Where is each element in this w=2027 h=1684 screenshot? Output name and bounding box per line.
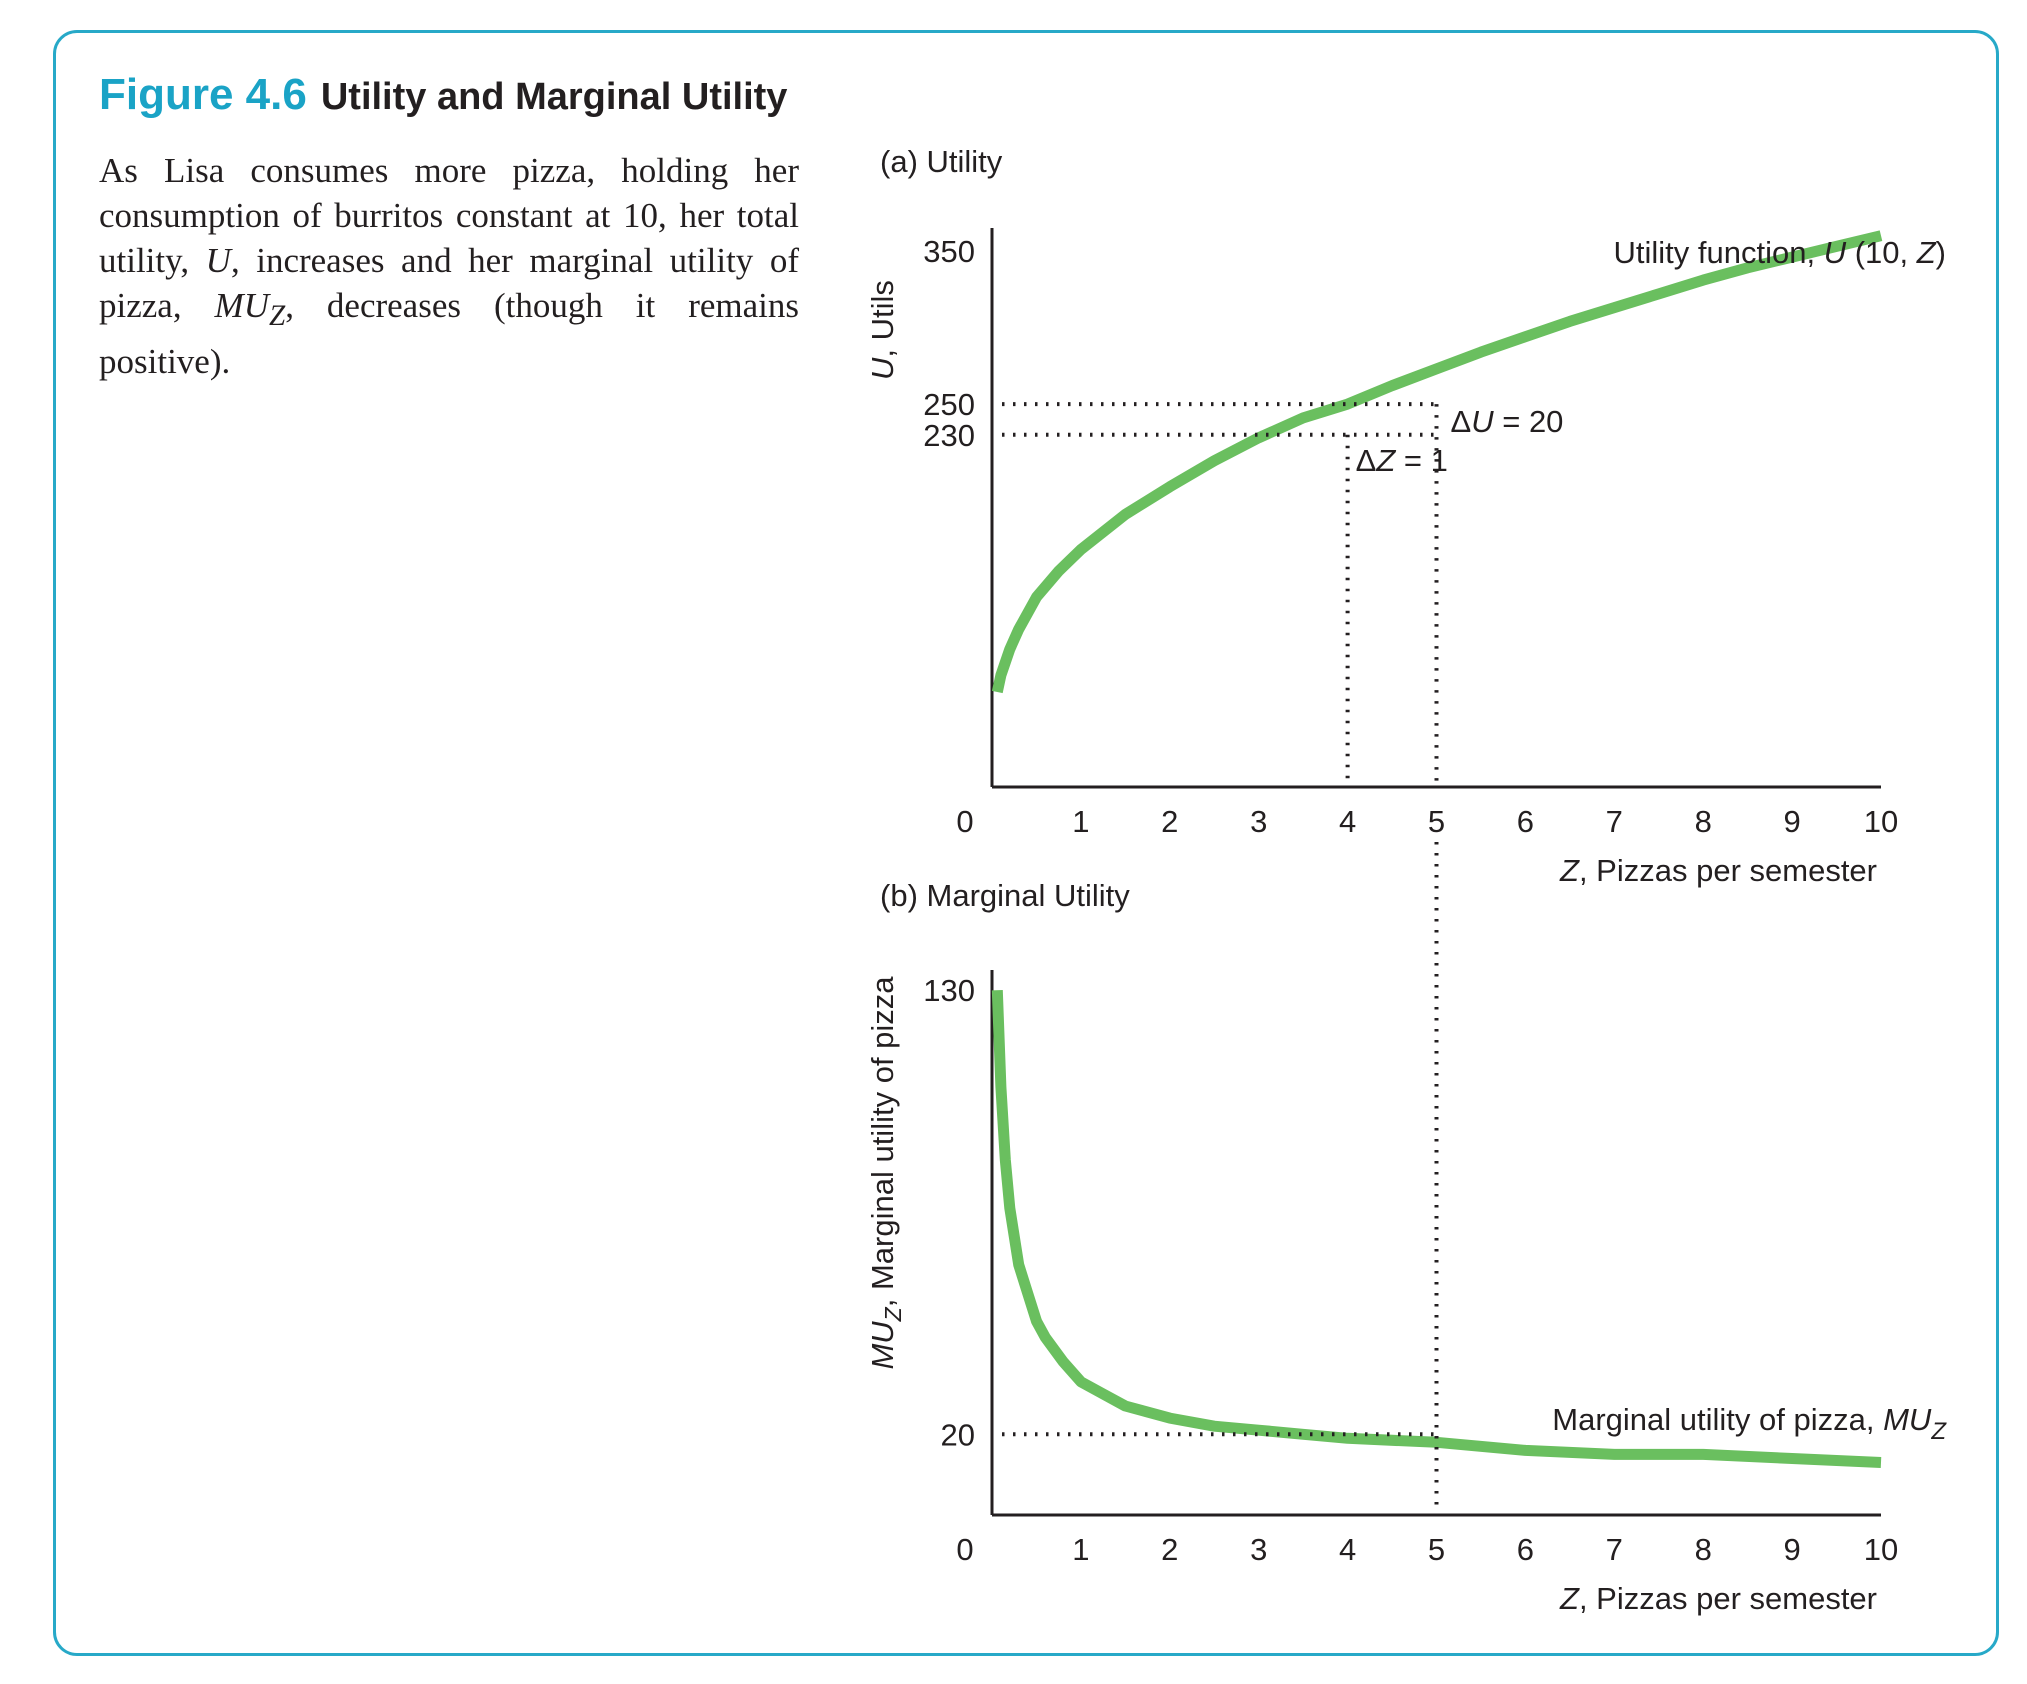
x-tick-label: 7 (1606, 1532, 1623, 1567)
y-axis-label-var: MU (865, 1321, 900, 1370)
delta-u-label: ΔU = 20 (1451, 404, 1564, 439)
caption-text: As Lisa consumes more pizza, holding her… (99, 151, 799, 280)
x-tick-label: 4 (1339, 804, 1356, 839)
y-tick-label: 350 (923, 234, 975, 269)
caption-text: , increases and her marginal utility of … (99, 241, 799, 325)
panel-label: (a) Utility (880, 144, 1003, 179)
series-label: Utility function, U (10, Z) (1613, 235, 1946, 270)
origin-label: 0 (956, 804, 973, 839)
x-tick-label: 7 (1606, 804, 1623, 839)
series-label-part: U (1824, 235, 1847, 270)
figure-number: Figure 4.6 (99, 70, 307, 119)
x-tick-label: 6 (1517, 804, 1534, 839)
y-tick-label: 130 (923, 973, 975, 1008)
delta-text: = 20 (1494, 404, 1564, 439)
series-label-part: Marginal utility of pizza, (1552, 1402, 1883, 1437)
origin-label: 0 (956, 1532, 973, 1567)
delta-z-label: ΔZ = 1 (1356, 443, 1448, 478)
figure-title: Utility and Marginal Utility (320, 76, 788, 118)
y-axis-label-text: , Utils (865, 280, 900, 358)
y-axis-label-var: U (865, 357, 900, 380)
series-label-part: MU (1883, 1402, 1932, 1437)
x-tick-label: 1 (1072, 804, 1089, 839)
caption-var-mu-subscript: Z (268, 300, 286, 332)
y-axis-label-text: , Marginal utility of pizza (865, 976, 900, 1308)
delta-var: Z (1375, 443, 1396, 478)
x-tick-label: 1 (1072, 1532, 1089, 1567)
delta-symbol: Δ (1451, 404, 1472, 439)
x-tick-label: 9 (1783, 804, 1800, 839)
figure-heading: Figure 4.6 Utility and Marginal Utility (99, 70, 787, 120)
utility-curve (991, 230, 1883, 694)
x-tick-label: 2 (1161, 1532, 1178, 1567)
x-tick-label: 5 (1428, 804, 1445, 839)
series-label-part: Utility function, (1613, 235, 1823, 270)
x-tick-label: 5 (1428, 1532, 1445, 1567)
x-axis-label-var: Z (1559, 853, 1580, 888)
y-tick-label: 20 (941, 1417, 975, 1452)
x-axis-label-var: Z (1559, 1581, 1580, 1616)
x-tick-label: 8 (1695, 804, 1712, 839)
x-tick-label: 10 (1864, 804, 1898, 839)
x-tick-label: 4 (1339, 1532, 1356, 1567)
series-label: Marginal utility of pizza, MUZ (1552, 1402, 1947, 1445)
delta-text: = 1 (1395, 443, 1448, 478)
caption-var-u: U (205, 241, 231, 280)
series-label-subscript: Z (1930, 1418, 1947, 1445)
marginal-utility-curve (991, 989, 1882, 1468)
x-tick-label: 3 (1250, 1532, 1267, 1567)
series-label-part: Z (1916, 235, 1937, 270)
y-axis-label: U, Utils (865, 280, 900, 380)
x-tick-label: 9 (1783, 1532, 1800, 1567)
x-axis-label: Z, Pizzas per semester (1559, 853, 1877, 888)
y-tick-label: 230 (923, 418, 975, 453)
x-tick-label: 3 (1250, 804, 1267, 839)
x-axis-label-text: , Pizzas per semester (1579, 853, 1877, 888)
caption-text: , decreases (though it remains positive)… (99, 286, 799, 381)
x-tick-label: 10 (1864, 1532, 1898, 1567)
figure-frame (53, 30, 1999, 1656)
delta-symbol: Δ (1356, 443, 1377, 478)
x-tick-label: 8 (1695, 1532, 1712, 1567)
series-label-part: ) (1936, 235, 1946, 270)
y-tick-label: 250 (923, 387, 975, 422)
panel-label: (b) Marginal Utility (880, 878, 1130, 913)
series-label-part: (10, (1846, 235, 1917, 270)
y-axis-label-subscript: Z (880, 1306, 906, 1322)
x-tick-label: 6 (1517, 1532, 1534, 1567)
x-axis-label-text: , Pizzas per semester (1579, 1581, 1877, 1616)
y-axis-label: MUZ, Marginal utility of pizza (865, 976, 906, 1370)
x-axis-label: Z, Pizzas per semester (1559, 1581, 1877, 1616)
caption-var-mu: MU (214, 286, 269, 325)
delta-var: U (1471, 404, 1494, 439)
figure-caption: As Lisa consumes more pizza, holding her… (99, 148, 799, 384)
x-tick-label: 2 (1161, 804, 1178, 839)
